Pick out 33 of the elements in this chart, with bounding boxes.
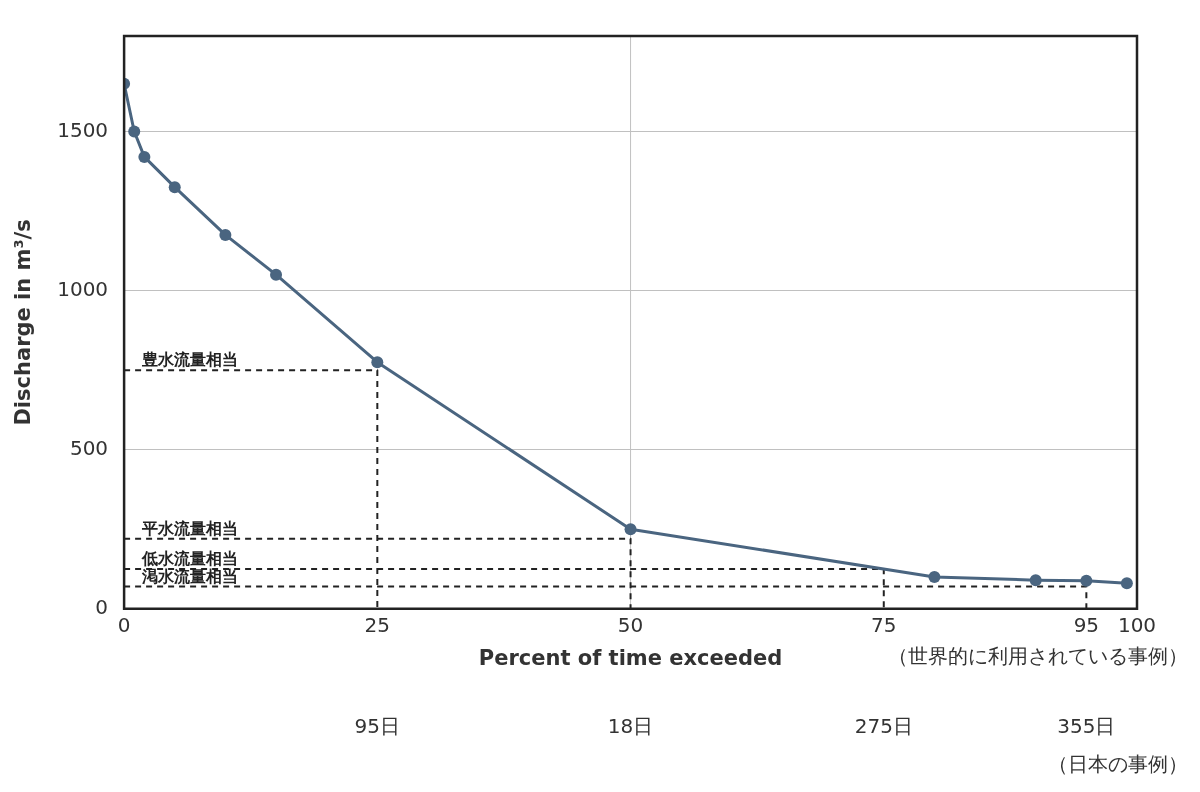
- point: [371, 356, 384, 369]
- point: [928, 570, 941, 583]
- y-axis-title: Discharge in m³/s: [11, 219, 36, 426]
- x-tick-label: 25: [364, 613, 391, 637]
- x-tick-label: 50: [617, 613, 644, 637]
- point: [624, 523, 637, 536]
- point: [1080, 574, 1093, 587]
- x-tick-label: 100: [1117, 613, 1157, 637]
- series-label: 渇水流量相当: [141, 566, 239, 586]
- series-label: 低水流量相当: [141, 549, 239, 569]
- text: （日本の事例）: [1048, 752, 1188, 777]
- y-tick-label: 500: [69, 435, 109, 460]
- text: 275日: [854, 714, 913, 739]
- text: 355日: [1057, 714, 1116, 739]
- point: [138, 150, 151, 163]
- y-tick-label: 1500: [57, 117, 109, 142]
- point: [1120, 577, 1133, 590]
- text: 18日: [607, 714, 654, 739]
- x-tick-label: 75: [871, 613, 897, 637]
- x-tick-label: 95: [1073, 613, 1100, 637]
- y-tick-label: 0: [95, 595, 109, 619]
- point: [168, 181, 181, 194]
- y-tick-label: 1000: [57, 276, 109, 301]
- point: [219, 228, 232, 241]
- x-axis-title: Percent of time exceeded: [478, 645, 783, 670]
- series-label: 豊水流量相当: [141, 350, 239, 370]
- point: [1029, 574, 1042, 587]
- text: 95日: [354, 714, 401, 739]
- text: （世界的に利用されている事例）: [888, 644, 1188, 669]
- series-label: 平水流量相当: [141, 518, 239, 538]
- point: [270, 268, 283, 281]
- x-tick-label: 0: [117, 613, 131, 637]
- point: [128, 125, 141, 138]
